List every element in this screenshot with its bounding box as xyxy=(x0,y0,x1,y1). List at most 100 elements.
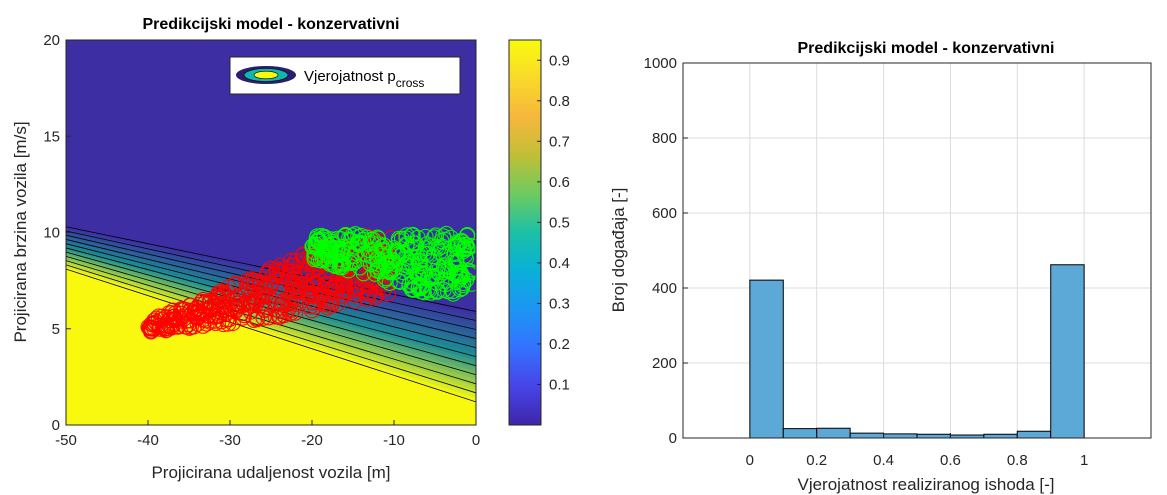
scatter-point xyxy=(158,309,175,326)
scatter-point xyxy=(381,261,398,278)
y-tick-label: 0 xyxy=(669,430,677,447)
scatter-point xyxy=(436,272,453,289)
high-probability-region xyxy=(66,269,476,425)
y-tick-label: 20 xyxy=(43,32,60,49)
x-tick-label: 0.4 xyxy=(873,452,894,469)
scatter-point xyxy=(435,259,452,276)
x-tick-label: 0.6 xyxy=(940,452,961,469)
scatter-point xyxy=(430,240,447,257)
y-tick-label: 0 xyxy=(52,417,60,434)
scatter-point xyxy=(458,228,475,245)
left-y-axis: 0 5 10 15 20 xyxy=(43,32,71,434)
scatter-point xyxy=(316,249,333,266)
scatter-point xyxy=(333,255,350,272)
scatter-point xyxy=(329,295,346,312)
histogram-bars xyxy=(749,264,1085,439)
colorbar-tick-label: 0.6 xyxy=(549,174,570,191)
y-tick-label: 600 xyxy=(652,205,677,222)
y-tick-label: 800 xyxy=(652,130,677,147)
scatter-point xyxy=(360,284,377,301)
colorbar-tick-label: 0.7 xyxy=(549,133,570,150)
scatter-point xyxy=(165,311,182,328)
scatter-point xyxy=(273,299,290,316)
scatter-point xyxy=(322,292,339,309)
legend-contour-icon-core xyxy=(253,70,279,80)
scatter-point xyxy=(429,283,446,300)
scatter-point xyxy=(255,309,272,326)
scatter-point xyxy=(302,286,319,303)
y-tick-label: 1000 xyxy=(644,55,677,72)
scatter-point xyxy=(167,305,184,322)
scatter-point xyxy=(376,280,393,297)
scatter-point xyxy=(233,287,250,304)
scatter-point xyxy=(435,281,452,298)
right-chart: Predikcijski model - konzervativni 0 0.2 0… xyxy=(609,40,1152,494)
scatter-point xyxy=(315,246,332,263)
y-tick-label: 200 xyxy=(652,355,677,372)
scatter-point xyxy=(277,303,294,320)
histogram-bar xyxy=(816,427,851,439)
x-tick-label: -40 xyxy=(137,432,159,449)
scatter-point xyxy=(287,253,304,270)
contour-line xyxy=(66,268,476,403)
left-chart: Predikcijski model - konzervativni -50 -4… xyxy=(11,16,570,482)
contour-band-strip xyxy=(66,261,476,391)
scatter-point xyxy=(182,312,199,329)
scatter-point xyxy=(370,230,387,247)
contour-line xyxy=(66,247,476,358)
scatter-point xyxy=(461,265,476,282)
scatter-point xyxy=(323,231,340,248)
contour-band-strip xyxy=(66,258,476,384)
left-chart-title: Predikcijski model - konzervativni xyxy=(143,16,400,33)
colorbar-tick-label: 0.3 xyxy=(549,295,570,312)
colorbar-tick-label: 0.9 xyxy=(549,52,570,69)
x-tick-label: -30 xyxy=(219,432,241,449)
x-tick-label: 0 xyxy=(472,432,480,449)
x-tick-label: -10 xyxy=(383,432,405,449)
scatter-point xyxy=(226,277,243,294)
scatter-point xyxy=(307,298,324,315)
contour-line xyxy=(66,264,476,394)
y-tick-label: 400 xyxy=(652,280,677,297)
scatter-point xyxy=(458,236,475,253)
colorbar-ticks: 0.1 0.2 0.3 0.4 0.5 0.6 0.7 0.8 0.9 xyxy=(537,52,570,393)
scatter-point xyxy=(318,291,335,308)
legend: Vjerojatnost pcross xyxy=(229,56,461,95)
scatter-point xyxy=(347,226,364,243)
scatter-point xyxy=(313,227,330,244)
scatter-point xyxy=(422,284,439,301)
scatter-point xyxy=(381,274,398,291)
scatter-point xyxy=(227,303,244,320)
scatter-point xyxy=(152,317,169,334)
right-y-axis: 0 200 400 600 800 1000 xyxy=(644,55,688,447)
scatter-point xyxy=(283,257,300,274)
x-tick-label: 0 xyxy=(746,452,754,469)
scatter-point xyxy=(380,263,397,280)
x-tick-label: 1 xyxy=(1080,452,1088,469)
histogram-bar xyxy=(1050,264,1085,439)
contour-line xyxy=(66,251,476,367)
scatter-point xyxy=(244,284,261,301)
y-tick-label: 5 xyxy=(52,321,60,338)
scatter-point xyxy=(384,252,401,269)
contour-band-strip xyxy=(66,267,476,403)
scatter-point xyxy=(442,229,459,246)
scatter-point xyxy=(201,300,218,317)
legend-label-sub: cross xyxy=(396,76,425,90)
scatter-point xyxy=(412,244,429,261)
scatter-point xyxy=(364,273,381,290)
scatter-point xyxy=(190,302,207,319)
scatter-point xyxy=(438,225,455,242)
histogram-bar xyxy=(883,433,918,439)
contour-band-strip xyxy=(66,265,476,399)
scatter-point xyxy=(358,229,375,246)
scatter-point xyxy=(157,310,174,327)
colorbar: 0.1 0.2 0.3 0.4 0.5 0.6 0.7 0.8 0.9 xyxy=(508,39,570,426)
x-tick-label: 0.8 xyxy=(1007,452,1028,469)
right-x-axis-label: Vjerojatnost realiziranog ishoda [-] xyxy=(797,475,1054,494)
scatter-point xyxy=(455,241,472,258)
scatter-point xyxy=(355,265,372,282)
scatter-point xyxy=(202,293,219,310)
x-tick-label: 0.2 xyxy=(806,452,827,469)
